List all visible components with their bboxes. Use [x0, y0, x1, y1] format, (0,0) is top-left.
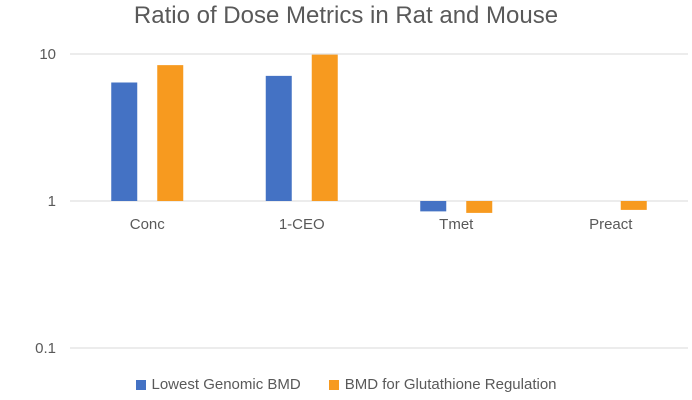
legend-item-bmd-glutathione: BMD for Glutathione Regulation	[328, 376, 557, 393]
x-category-label: Tmet	[439, 216, 474, 233]
legend-swatch-orange	[328, 379, 339, 390]
bar-1-1	[311, 54, 338, 201]
chart-title: Ratio of Dose Metrics in Rat and Mouse	[133, 2, 559, 29]
chart-legend: Lowest Genomic BMD BMD for Glutathione R…	[0, 376, 692, 393]
y-tick-label: 0.1	[35, 340, 56, 357]
y-tick-label: 1	[48, 193, 56, 210]
bar-1-3	[620, 201, 647, 210]
legend-label: BMD for Glutathione Regulation	[344, 376, 557, 393]
y-tick-label: 10	[39, 46, 56, 63]
legend-swatch-blue	[135, 379, 146, 390]
bar-0-2	[420, 201, 447, 212]
legend-label: Lowest Genomic BMD	[151, 376, 301, 393]
bar-0-1	[265, 75, 292, 201]
bar-0-0	[111, 82, 138, 201]
bar-1-2	[466, 201, 493, 213]
legend-item-lowest-genomic-bmd: Lowest Genomic BMD	[135, 376, 301, 393]
bar-1-0	[157, 65, 184, 201]
x-category-label: Preact	[589, 216, 633, 233]
x-category-label: Conc	[130, 216, 166, 233]
x-category-label: 1-CEO	[279, 216, 325, 233]
